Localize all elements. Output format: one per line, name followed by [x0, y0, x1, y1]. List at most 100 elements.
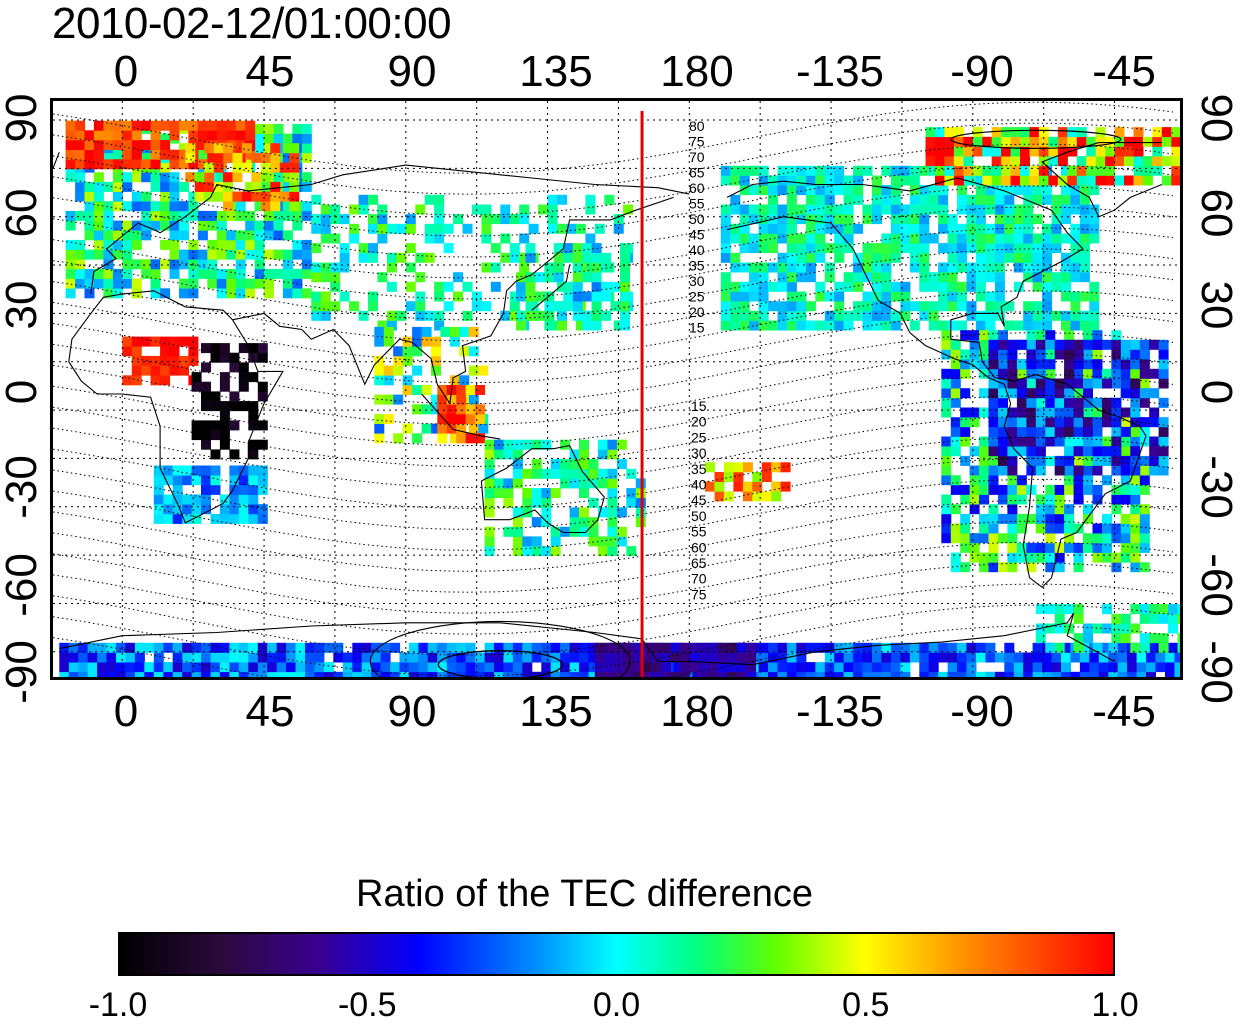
- tec-data-cell: [434, 233, 445, 244]
- tec-data-cell: [245, 120, 256, 131]
- tec-data-cell: [966, 175, 977, 186]
- tec-data-cell: [815, 175, 826, 186]
- tec-data-cell: [1026, 465, 1037, 476]
- tec-data-cell: [1007, 446, 1018, 457]
- bottom-lon-tick-label: -135: [795, 687, 885, 736]
- tec-data-cell: [440, 326, 451, 337]
- tec-data-cell: [1079, 223, 1090, 234]
- tec-data-cell: [979, 494, 990, 505]
- tec-data-cell: [103, 181, 114, 192]
- tec-data-cell: [1073, 426, 1084, 437]
- tec-data-cell: [919, 185, 930, 196]
- tec-data-cell: [1054, 494, 1065, 505]
- tec-data-cell: [575, 223, 586, 234]
- tec-data-cell: [966, 223, 977, 234]
- tec-data-cell: [235, 278, 246, 289]
- tec-data-cell: [815, 291, 826, 302]
- tec-data-cell: [796, 662, 807, 673]
- tec-data-cell: [1146, 642, 1156, 653]
- bottom-lon-tick-label: -90: [950, 687, 1014, 736]
- tec-data-cell: [512, 642, 523, 653]
- tec-data-cell: [248, 513, 259, 524]
- tec-data-cell: [1070, 233, 1081, 244]
- tec-data-cell: [383, 375, 394, 386]
- tec-data-cell: [531, 459, 542, 470]
- tec-data-cell: [925, 127, 936, 138]
- tec-data-cell: [988, 513, 999, 524]
- tec-data-cell: [1032, 233, 1043, 244]
- tec-data-cell: [59, 671, 70, 677]
- tec-data-cell: [1007, 407, 1018, 418]
- tec-data-cell: [1083, 339, 1093, 350]
- tec-data-cell: [1105, 146, 1116, 157]
- tec-data-cell: [352, 671, 363, 677]
- tec-data-cell: [188, 278, 199, 289]
- tec-data-cell: [994, 214, 1005, 225]
- tec-data-cell: [456, 652, 467, 663]
- tec-data-cell: [616, 459, 627, 470]
- tec-data-cell: [229, 362, 240, 373]
- tec-data-cell: [1057, 136, 1068, 147]
- tec-data-cell: [434, 204, 445, 215]
- tec-data-cell: [572, 301, 583, 312]
- tec-data-cell: [1026, 359, 1037, 370]
- tec-data-cell: [698, 662, 709, 673]
- tec-data-cell: [434, 310, 445, 321]
- tec-data-cell: [257, 475, 268, 486]
- tec-data-cell: [437, 404, 448, 415]
- tec-data-cell: [1004, 662, 1015, 673]
- tec-data-cell: [273, 123, 284, 134]
- tec-data-cell: [226, 268, 237, 279]
- tec-data-cell: [1064, 359, 1075, 370]
- tec-data-cell: [786, 204, 797, 215]
- tec-data-cell: [1016, 446, 1027, 457]
- tec-data-cell: [1073, 407, 1084, 418]
- tec-data-cell: [169, 120, 180, 131]
- tec-data-cell: [368, 214, 378, 225]
- tec-data-cell: [919, 262, 930, 273]
- tec-data-cell: [1111, 494, 1122, 505]
- tec-data-cell: [601, 252, 612, 263]
- tec-data-cell: [796, 262, 807, 273]
- tec-data-cell: [872, 272, 882, 283]
- tec-data-cell: [1095, 175, 1106, 186]
- tec-data-cell: [966, 243, 977, 254]
- tec-data-cell: [405, 223, 416, 234]
- tec-data-cell: [286, 662, 297, 673]
- tec-data-cell: [289, 201, 300, 212]
- tec-data-cell: [730, 320, 741, 331]
- tec-data-cell: [65, 140, 76, 150]
- tec-data-cell: [739, 281, 750, 292]
- tec-data-cell: [185, 143, 196, 154]
- tec-data-cell: [862, 642, 873, 653]
- tec-data-cell: [796, 671, 807, 677]
- tec-data-cell: [988, 455, 999, 466]
- tec-data-cell: [289, 162, 300, 173]
- tec-data-cell: [985, 642, 996, 653]
- tec-data-cell: [1054, 436, 1065, 447]
- tec-data-cell: [150, 259, 161, 270]
- left-lat-tick-label: 60: [0, 188, 46, 238]
- tec-data-cell: [720, 310, 731, 321]
- tec-data-cell: [862, 301, 873, 312]
- tec-data-cell: [295, 642, 306, 653]
- tec-data-cell: [1095, 165, 1106, 176]
- tec-data-cell: [87, 642, 98, 653]
- tec-data-cell: [579, 671, 589, 677]
- tec-data-cell: [424, 233, 435, 244]
- tec-data-cell: [424, 310, 435, 321]
- tec-data-cell: [950, 475, 961, 486]
- tec-data-cell: [890, 175, 901, 186]
- tec-data-cell: [201, 475, 211, 486]
- tec-data-cell: [998, 562, 1008, 573]
- tec-data-cell: [402, 355, 413, 366]
- tec-data-cell: [295, 652, 306, 663]
- tec-data-cell: [1007, 378, 1018, 389]
- tec-data-cell: [1023, 310, 1034, 321]
- tec-data-cell: [210, 662, 221, 673]
- tec-data-cell: [481, 214, 492, 225]
- tec-data-cell: [1111, 484, 1122, 495]
- tec-data-cell: [456, 642, 467, 653]
- tec-data-cell: [881, 233, 892, 244]
- tec-data-cell: [796, 204, 807, 215]
